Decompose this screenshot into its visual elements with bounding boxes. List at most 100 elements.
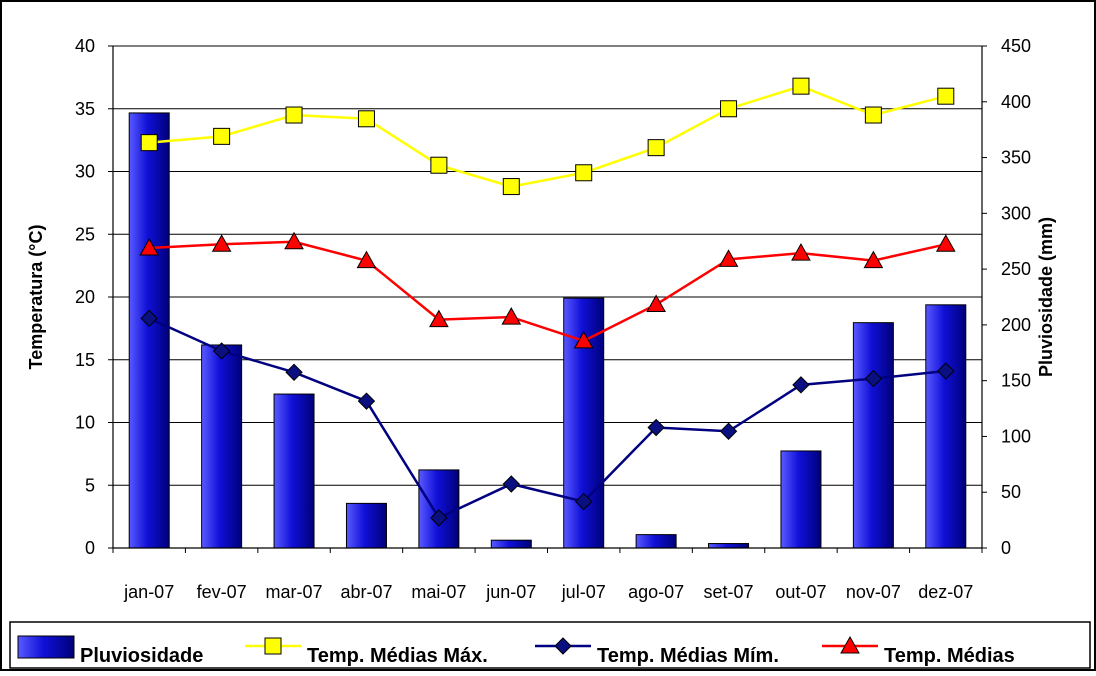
x-tick-label: nov-07 bbox=[846, 582, 901, 602]
left-tick-label: 30 bbox=[75, 162, 95, 182]
data-point bbox=[285, 106, 303, 124]
x-tick-label: jun-07 bbox=[485, 582, 536, 602]
data-point bbox=[863, 250, 884, 269]
x-tick-label: jan-07 bbox=[123, 582, 174, 602]
right-tick-label: 250 bbox=[1001, 259, 1031, 279]
legend: Pluviosidade Temp. Médias Máx. Temp. Média… bbox=[9, 621, 1091, 669]
data-point bbox=[211, 234, 232, 252]
data-point bbox=[212, 342, 231, 360]
data-point bbox=[140, 134, 158, 152]
data-point bbox=[356, 250, 377, 269]
left-tick-label: 20 bbox=[75, 287, 95, 307]
data-point bbox=[285, 363, 303, 382]
legend-label: Pluviosidade bbox=[80, 645, 203, 667]
data-point bbox=[575, 164, 593, 182]
bar bbox=[490, 539, 532, 549]
data-point bbox=[792, 77, 810, 95]
left-tick-label: 40 bbox=[75, 36, 95, 56]
data-point bbox=[429, 309, 449, 328]
data-point bbox=[140, 309, 158, 328]
series-line bbox=[149, 240, 947, 343]
data-point bbox=[864, 369, 883, 388]
data-point bbox=[937, 362, 955, 380]
data-point bbox=[937, 87, 955, 105]
right-tick-label: 150 bbox=[1001, 371, 1031, 391]
data-point bbox=[554, 637, 572, 655]
bar bbox=[418, 469, 460, 549]
legend-label: Temp. Médias Mím. bbox=[597, 645, 779, 667]
left-tick-label: 5 bbox=[85, 475, 95, 495]
x-tick-label: abr-07 bbox=[340, 582, 392, 602]
legend-label: Temp. Médias Máx. bbox=[307, 645, 488, 667]
data-point bbox=[792, 376, 810, 394]
data-point bbox=[573, 330, 594, 349]
data-point bbox=[646, 294, 666, 313]
x-tick-label: ago-07 bbox=[628, 582, 684, 602]
data-point bbox=[719, 422, 738, 440]
axes bbox=[108, 45, 987, 553]
data-point bbox=[213, 127, 231, 145]
data-point bbox=[935, 234, 956, 252]
right-axis-title: Pluviosidade (mm) bbox=[1036, 217, 1056, 377]
x-tick-label: fev-07 bbox=[197, 582, 247, 602]
bar bbox=[273, 393, 315, 549]
x-tick-label: set-07 bbox=[704, 582, 754, 602]
legend-label: Temp. Médias bbox=[884, 645, 1015, 667]
bar bbox=[925, 304, 967, 549]
data-point bbox=[575, 492, 593, 511]
data-point bbox=[840, 635, 860, 654]
left-tick-label: 25 bbox=[75, 224, 95, 244]
data-point bbox=[430, 509, 448, 527]
data-point bbox=[501, 307, 522, 325]
left-tick-label: 15 bbox=[75, 350, 95, 370]
x-tick-label: mar-07 bbox=[266, 582, 323, 602]
left-tick-label: 10 bbox=[75, 413, 95, 433]
right-tick-label: 100 bbox=[1001, 426, 1031, 446]
left-tick-label: 0 bbox=[85, 538, 95, 558]
gridlines bbox=[113, 45, 982, 486]
bar bbox=[128, 112, 170, 549]
data-point bbox=[502, 178, 520, 196]
bar bbox=[345, 502, 387, 549]
x-tick-label: jul-07 bbox=[561, 582, 606, 602]
data-point bbox=[864, 106, 882, 124]
legend-swatch bbox=[17, 635, 75, 659]
data-point bbox=[720, 100, 738, 118]
line-series bbox=[139, 77, 956, 527]
data-point bbox=[647, 139, 665, 157]
x-tick-label: mai-07 bbox=[411, 582, 466, 602]
left-tick-label: 35 bbox=[75, 99, 95, 119]
data-point bbox=[718, 249, 739, 267]
data-point bbox=[430, 156, 448, 174]
bar bbox=[780, 450, 822, 549]
data-point bbox=[357, 392, 376, 410]
right-tick-label: 0 bbox=[1001, 538, 1011, 558]
right-tick-label: 300 bbox=[1001, 203, 1031, 223]
left-axis-title: Temperatura (°C) bbox=[26, 225, 46, 370]
bar bbox=[201, 344, 243, 549]
data-point bbox=[139, 238, 160, 256]
bar-series bbox=[128, 112, 967, 549]
bar bbox=[708, 543, 750, 549]
data-point bbox=[502, 475, 520, 493]
data-point bbox=[791, 243, 811, 261]
bar bbox=[852, 322, 894, 549]
data-point bbox=[357, 110, 375, 128]
right-tick-label: 400 bbox=[1001, 92, 1031, 112]
data-point bbox=[647, 418, 665, 437]
right-tick-label: 450 bbox=[1001, 36, 1031, 56]
right-tick-label: 50 bbox=[1001, 482, 1021, 502]
bar bbox=[635, 534, 677, 549]
x-tick-label: dez-07 bbox=[918, 582, 973, 602]
tick-labels: 0510152025303540050100150200250300350400… bbox=[75, 36, 1031, 602]
data-point bbox=[284, 231, 304, 250]
series-line bbox=[149, 84, 947, 188]
right-tick-label: 350 bbox=[1001, 148, 1031, 168]
right-tick-label: 200 bbox=[1001, 315, 1031, 335]
series-line bbox=[148, 317, 946, 520]
x-tick-label: out-07 bbox=[775, 582, 826, 602]
data-point bbox=[264, 637, 282, 655]
